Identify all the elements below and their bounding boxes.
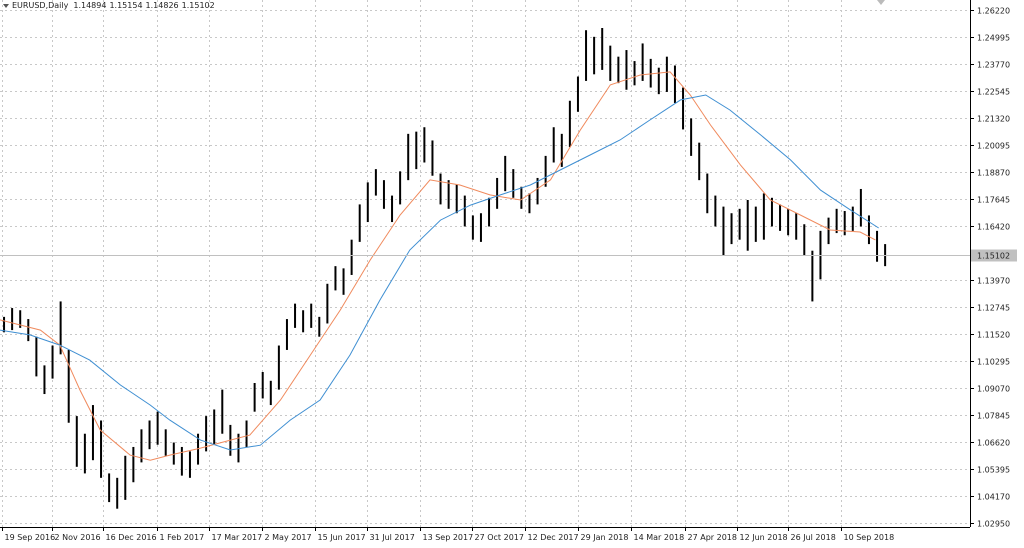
chart-header: EURUSD,Daily 1.14894 1.15154 1.14826 1.15102 (12, 1, 215, 10)
y-tick-label: 1.22545 (977, 88, 1010, 97)
y-tick-label: 1.18870 (977, 169, 1010, 178)
y-tick-label: 1.20095 (977, 142, 1010, 151)
y-tick-label: 1.16420 (977, 223, 1010, 232)
y-tick-label: 1.10295 (977, 358, 1010, 367)
y-tick-label: 1.12745 (977, 304, 1010, 313)
quote-open: 1.14894 (73, 1, 106, 10)
quote-close: 1.15102 (182, 1, 215, 10)
x-tick-label: 27 Apr 2018 (688, 533, 737, 542)
y-tick-label: 1.07845 (977, 412, 1010, 421)
y-tick-label: 1.02950 (977, 520, 1010, 529)
y-tick-label: 1.06620 (977, 439, 1010, 448)
x-tick-label: 12 Dec 2017 (528, 533, 579, 542)
x-tick-label: 15 Jun 2017 (318, 533, 366, 542)
x-tick-label: 26 Jul 2018 (791, 533, 836, 542)
x-tick-label: 1 Feb 2017 (160, 533, 205, 542)
y-tick-label: 1.04170 (977, 493, 1010, 502)
quote-high: 1.15154 (109, 1, 142, 10)
y-tick-label: 1.21320 (977, 115, 1010, 124)
x-tick-label: 2 Nov 2016 (55, 533, 101, 542)
y-tick-label: 1.11520 (977, 331, 1010, 340)
y-tick-label: 1.17645 (977, 196, 1010, 205)
y-tick-label: 1.24995 (977, 34, 1010, 43)
quote-low: 1.14826 (146, 1, 179, 10)
moving-average (0, 94, 879, 451)
x-tick-label: 13 Sep 2017 (423, 533, 474, 542)
x-tick-label: 17 Mar 2017 (212, 533, 263, 542)
plot (0, 28, 970, 509)
y-tick-label: 1.13970 (977, 277, 1010, 286)
x-tick-label: 29 Jan 2018 (581, 533, 629, 542)
grid (0, 0, 970, 527)
y-tick-label: 1.05395 (977, 466, 1010, 475)
scroll-marker[interactable] (877, 0, 885, 5)
menu-arrow[interactable] (3, 4, 9, 8)
x-tick-label: 31 Jul 2017 (370, 533, 415, 542)
symbol-title: EURUSD,Daily (12, 1, 69, 10)
last-price-box (971, 249, 1017, 262)
y-tick-label: 1.26220 (977, 7, 1010, 16)
axes: 1.26220 1.24995 1.23770 1.22545 1.21320 1.200… (2, 7, 1017, 542)
x-tick-label: 2 May 2017 (265, 533, 312, 542)
x-tick-label: 12 Jun 2018 (740, 533, 788, 542)
x-tick-label: 10 Sep 2018 (844, 533, 895, 542)
x-tick-label: 19 Sep 2016 (5, 533, 56, 542)
last-price-label: 1.15102 (977, 252, 1010, 261)
x-tick-label: 14 Mar 2018 (634, 533, 685, 542)
y-tick-label: 1.23770 (977, 61, 1010, 70)
moving-average (0, 71, 876, 461)
x-tick-label: 27 Oct 2017 (475, 533, 524, 542)
x-tick-label: 16 Dec 2016 (106, 533, 157, 542)
y-tick-label: 1.09070 (977, 385, 1010, 394)
price-axis (970, 0, 1024, 548)
